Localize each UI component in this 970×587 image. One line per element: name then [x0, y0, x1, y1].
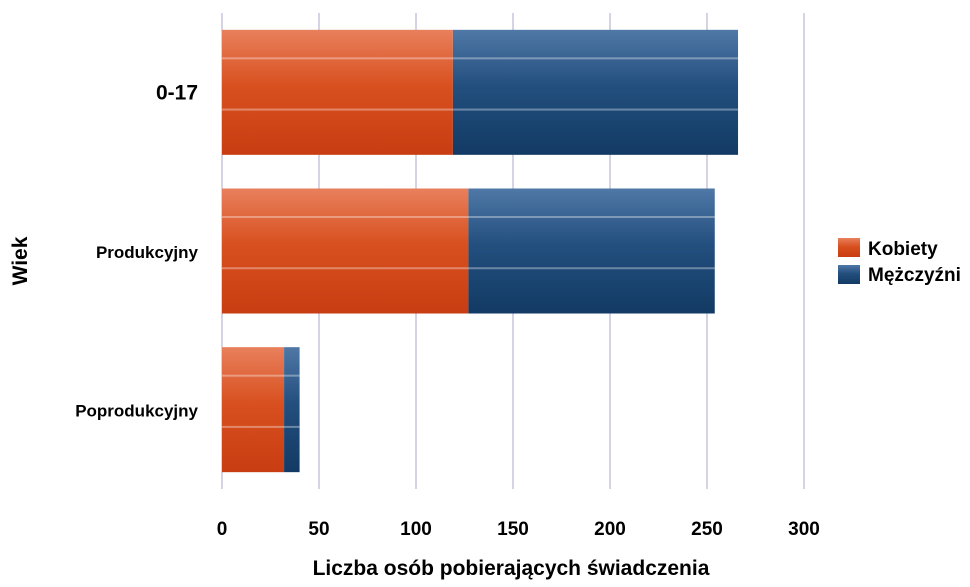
bar-highlight [222, 425, 300, 428]
bar-highlight [222, 374, 300, 377]
x-tick-labels: 0 50 100 150 200 250 300 [217, 519, 820, 540]
x-tick-label: 50 [308, 519, 329, 540]
category-label: 0-17 [156, 81, 198, 104]
legend: Kobiety Mężczyźni [838, 238, 961, 286]
x-tick-label: 200 [594, 519, 626, 540]
x-tick-label: 250 [691, 519, 723, 540]
bar-kobiety-2 [222, 347, 285, 473]
bar-mężczyźni-2 [284, 347, 300, 473]
bars [222, 29, 739, 473]
bar-kobiety-0 [222, 29, 453, 155]
x-axis-title: Liczba osób pobierających świadczenia [313, 557, 710, 580]
legend-label-kobiety: Kobiety [868, 239, 938, 260]
y-axis-title: Wiek [9, 236, 32, 285]
category-label: Poprodukcyjny [75, 402, 198, 421]
legend-label-mezczyzni: Mężczyźni [868, 265, 961, 286]
legend-swatch-mezczyzni [838, 265, 860, 284]
x-tick-label: 150 [497, 519, 529, 540]
category-labels: 0-17 Produkcyjny Poprodukcyjny [75, 81, 198, 420]
category-label: Produkcyjny [96, 243, 199, 262]
bar-mężczyźni-0 [452, 29, 739, 155]
bar-kobiety-1 [222, 188, 469, 314]
x-tick-label: 0 [217, 519, 228, 540]
bar-highlight [222, 267, 715, 270]
x-tick-label: 100 [400, 519, 432, 540]
x-tick-label: 300 [788, 519, 820, 540]
bar-highlight [222, 108, 739, 111]
bar-highlight [222, 57, 739, 60]
legend-swatch-kobiety [838, 238, 860, 257]
bar-highlight [222, 216, 715, 218]
bar-mężczyźni-1 [468, 188, 715, 314]
